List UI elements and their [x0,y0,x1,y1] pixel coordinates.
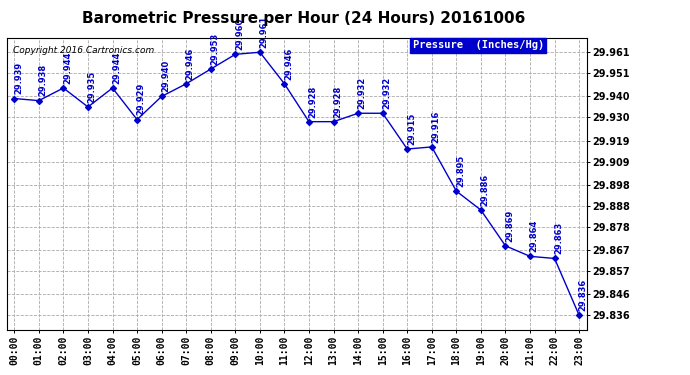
Text: 29.946: 29.946 [186,47,195,80]
Text: 29.944: 29.944 [63,51,72,84]
Text: 29.864: 29.864 [530,220,539,252]
Text: 29.938: 29.938 [39,64,48,96]
Text: 29.932: 29.932 [382,77,391,109]
Text: 29.946: 29.946 [284,47,293,80]
Text: 29.953: 29.953 [210,33,219,65]
Text: 29.940: 29.940 [161,60,170,92]
Text: 29.915: 29.915 [407,112,416,145]
Text: 29.961: 29.961 [259,16,268,48]
Text: 29.916: 29.916 [431,110,440,143]
Text: 29.929: 29.929 [137,83,146,116]
Text: Copyright 2016 Cartronics.com: Copyright 2016 Cartronics.com [12,46,154,55]
Text: 29.932: 29.932 [357,77,367,109]
Text: 29.895: 29.895 [456,155,465,187]
Text: Barometric Pressure per Hour (24 Hours) 20161006: Barometric Pressure per Hour (24 Hours) … [82,11,525,26]
Text: 29.928: 29.928 [308,85,317,117]
Text: 29.836: 29.836 [579,279,588,311]
Text: 29.863: 29.863 [554,222,563,254]
Text: 29.869: 29.869 [505,209,514,242]
Text: 29.944: 29.944 [112,51,121,84]
Text: Pressure  (Inches/Hg): Pressure (Inches/Hg) [413,40,544,50]
Text: 29.960: 29.960 [235,18,244,50]
Text: 29.928: 29.928 [333,85,342,117]
Text: 29.939: 29.939 [14,62,23,94]
Text: 29.886: 29.886 [480,174,490,206]
Text: 29.935: 29.935 [88,70,97,103]
